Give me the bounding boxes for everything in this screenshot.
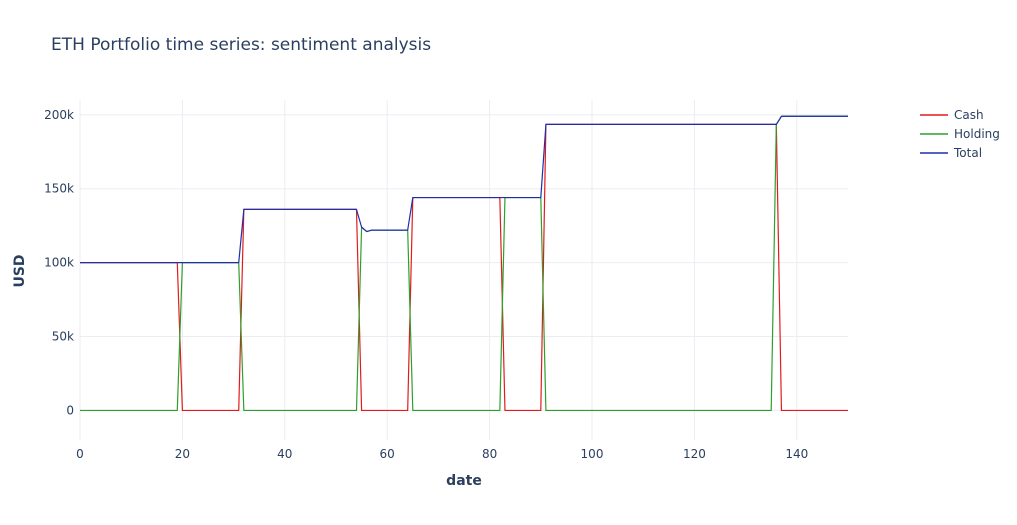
legend-item-holding[interactable]: Holding	[920, 127, 1000, 141]
series-line-holding	[80, 115, 848, 412]
legend-label: Cash	[954, 108, 984, 122]
x-tick-label: 80	[482, 447, 497, 461]
legend-label: Total	[953, 146, 982, 160]
legend-item-cash[interactable]: Cash	[920, 108, 984, 122]
legend-item-total[interactable]: Total	[920, 146, 982, 160]
legend[interactable]: Cash Holding Total	[920, 108, 1000, 160]
y-tick-labels: 0 50k 100k 150k 200k	[44, 108, 74, 418]
y-tick-label: 50k	[52, 330, 74, 344]
legend-label: Holding	[954, 127, 1000, 141]
chart-title: ETH Portfolio time series: sentiment ana…	[51, 35, 431, 55]
x-tick-label: 140	[785, 447, 808, 461]
y-tick-label: 200k	[44, 108, 74, 122]
x-tick-label: 20	[175, 447, 190, 461]
x-tick-labels: 0 20 40 60 80 100 120 140	[76, 447, 808, 461]
y-tick-label: 100k	[44, 256, 74, 270]
y-tick-label: 150k	[44, 182, 74, 196]
series-lines	[80, 115, 848, 412]
x-tick-label: 100	[581, 447, 604, 461]
y-tick-label: 0	[66, 403, 74, 417]
series-line-total	[80, 115, 848, 264]
grid	[79, 100, 848, 440]
y-axis-label: USD	[12, 254, 28, 287]
x-axis-label: date	[446, 473, 482, 489]
x-tick-label: 0	[76, 447, 84, 461]
x-tick-label: 60	[380, 447, 395, 461]
series-line-cash	[80, 123, 848, 412]
x-tick-label: 40	[277, 447, 292, 461]
x-tick-label: 120	[683, 447, 706, 461]
